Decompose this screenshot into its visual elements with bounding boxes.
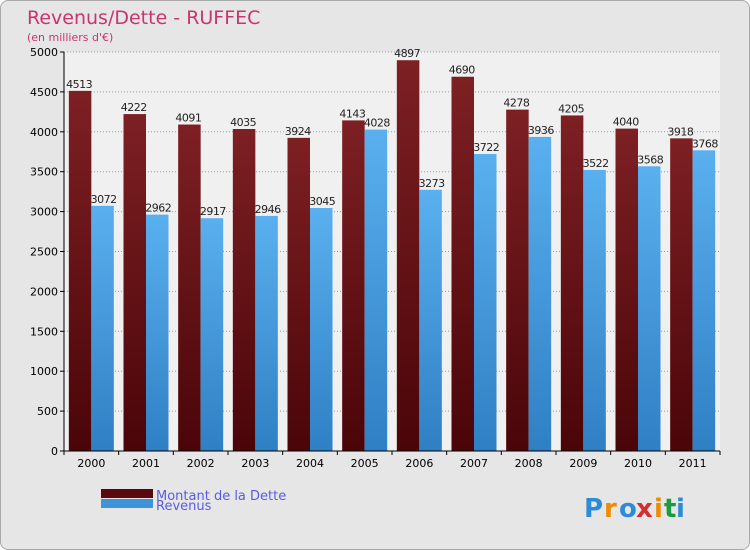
axes: 0 500 1000 1500 2000 2500 3000 3500 4000 4500 5000… bbox=[30, 46, 721, 470]
bar-debt bbox=[615, 128, 638, 451]
data-label-debt: 4278 bbox=[503, 97, 529, 110]
data-label-debt: 4222 bbox=[121, 101, 147, 114]
bar-debt bbox=[68, 90, 92, 451]
bar-debt bbox=[396, 60, 420, 452]
x-tick-label: 2000 bbox=[77, 457, 105, 470]
bar-debt bbox=[342, 120, 365, 451]
data-label-debt: 4091 bbox=[175, 112, 201, 125]
y-tick-label: 4000 bbox=[30, 126, 58, 139]
y-tick-label: 0 bbox=[51, 445, 58, 458]
bar-revenue bbox=[364, 129, 388, 451]
logo-letter: t bbox=[664, 494, 676, 524]
logo-letter: x bbox=[636, 494, 653, 524]
data-label-revenue: 3045 bbox=[309, 195, 335, 208]
bar-debt bbox=[506, 109, 529, 451]
data-label-debt: 4040 bbox=[613, 116, 639, 129]
data-label-debt: 4205 bbox=[558, 102, 584, 115]
y-tick-label: 1500 bbox=[30, 325, 58, 338]
data-label-revenue: 3522 bbox=[583, 157, 609, 170]
x-tick-label: 2002 bbox=[187, 457, 215, 470]
y-tick-label: 1000 bbox=[30, 365, 58, 378]
bar-revenue bbox=[692, 150, 716, 451]
bar-revenue bbox=[200, 218, 224, 451]
bar-revenue bbox=[638, 166, 661, 451]
y-tick-label: 3500 bbox=[30, 166, 58, 179]
logo-letter: o bbox=[619, 494, 637, 524]
y-tick-label: 5000 bbox=[30, 46, 58, 59]
logo-letter: i bbox=[676, 494, 685, 524]
data-label-revenue: 4028 bbox=[364, 117, 390, 130]
data-label-revenue: 3568 bbox=[637, 153, 663, 166]
data-label-revenue: 3273 bbox=[419, 177, 445, 190]
y-tick-label: 4500 bbox=[30, 86, 58, 99]
bars: 4513 3072 4222 2962 4091 2917 4035 2946 3924 3045… bbox=[66, 47, 719, 452]
chart-subtitle: (en milliers d'€) bbox=[27, 31, 113, 44]
x-tick-label: 2006 bbox=[405, 457, 433, 470]
logo-letter: r bbox=[604, 494, 617, 524]
x-tick-label: 2004 bbox=[296, 457, 324, 470]
bar-debt bbox=[670, 138, 693, 451]
bar-revenue bbox=[255, 215, 278, 451]
data-label-revenue: 3768 bbox=[692, 137, 718, 150]
legend-label-debt: Montant de la Dette bbox=[156, 489, 286, 504]
x-tick-label: 2003 bbox=[241, 457, 269, 470]
logo-letter: i bbox=[654, 494, 663, 524]
bar-revenue bbox=[583, 169, 606, 451]
bar-revenue bbox=[528, 136, 552, 451]
y-tick-label: 2000 bbox=[30, 285, 58, 298]
bar-revenue bbox=[419, 189, 442, 451]
y-tick-label: 3000 bbox=[30, 206, 58, 219]
x-tick-label: 2009 bbox=[569, 457, 597, 470]
data-label-debt: 3918 bbox=[667, 125, 693, 138]
bar-revenue bbox=[146, 214, 169, 451]
chart-title: Revenus/Dette - RUFFEC bbox=[27, 7, 260, 29]
bar-revenue bbox=[310, 208, 333, 451]
data-label-revenue: 2917 bbox=[200, 205, 226, 218]
gridlines bbox=[64, 51, 720, 452]
x-tick-label: 2005 bbox=[351, 457, 379, 470]
bar-debt bbox=[123, 114, 146, 451]
data-label-debt: 3924 bbox=[285, 125, 311, 138]
legend-swatch-revenue bbox=[101, 499, 153, 508]
legend-label-revenue: Revenus bbox=[156, 499, 212, 514]
bar-debt bbox=[178, 124, 201, 451]
x-tick-label: 2010 bbox=[624, 457, 652, 470]
data-label-debt: 4690 bbox=[449, 64, 475, 77]
bar-debt bbox=[287, 137, 310, 451]
data-label-debt: 4143 bbox=[339, 107, 365, 120]
x-tick-label: 2007 bbox=[460, 457, 488, 470]
bar-debt bbox=[451, 76, 474, 451]
data-label-debt: 4513 bbox=[66, 78, 92, 91]
bar-debt bbox=[232, 129, 256, 451]
data-label-revenue: 2946 bbox=[255, 203, 281, 216]
y-tick-label: 500 bbox=[37, 405, 58, 418]
data-label-debt: 4035 bbox=[230, 116, 256, 129]
bar-revenue bbox=[474, 153, 497, 451]
bar-debt bbox=[560, 115, 584, 451]
legend-swatch-debt bbox=[101, 489, 153, 498]
bar-revenue bbox=[91, 205, 114, 451]
data-label-revenue: 3072 bbox=[91, 193, 117, 206]
data-label-debt: 4897 bbox=[394, 47, 420, 60]
x-tick-label: 2001 bbox=[132, 457, 160, 470]
data-label-revenue: 3722 bbox=[473, 141, 499, 154]
logo-letter: P bbox=[584, 494, 603, 524]
x-tick-label: 2008 bbox=[515, 457, 543, 470]
y-tick-label: 2500 bbox=[30, 246, 58, 259]
x-tick-label: 2011 bbox=[679, 457, 707, 470]
data-label-revenue: 3936 bbox=[528, 124, 554, 137]
data-label-revenue: 2962 bbox=[145, 202, 171, 215]
